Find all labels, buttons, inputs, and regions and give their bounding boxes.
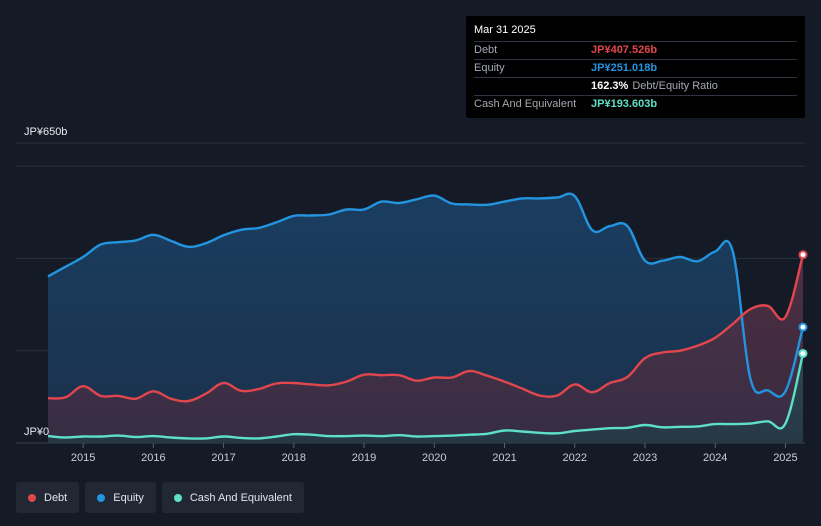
x-tick-label-2023: 2023	[633, 452, 657, 464]
tooltip-row-debt: Debt JP¥407.526b	[474, 42, 797, 60]
cash-line	[47, 353, 805, 440]
tooltip-ratio-label: Debt/Equity Ratio	[632, 80, 718, 92]
y-axis-bottom-label: JP¥0	[24, 426, 49, 438]
axis: JP¥650b JP¥0	[24, 126, 67, 438]
equity-endpoint	[798, 322, 808, 332]
x-tick-label-2022: 2022	[563, 452, 587, 464]
debt-area	[48, 254, 803, 443]
tooltip-row-equity: Equity JP¥251.018b	[474, 60, 797, 78]
cash-endpoint	[798, 348, 808, 358]
debt-endpoint	[798, 250, 808, 260]
x-tick-label-2015: 2015	[71, 452, 95, 464]
x-tick-label-2018: 2018	[282, 452, 306, 464]
tooltip: Mar 31 2025 Debt JP¥407.526b Equity JP¥2…	[466, 16, 805, 118]
tooltip-equity-label: Equity	[474, 62, 505, 74]
tooltip-ratio-value: 162.3%	[591, 80, 629, 92]
series-areas	[48, 193, 803, 443]
legend-item-debt[interactable]: Debt	[16, 482, 80, 513]
debt-line	[47, 254, 805, 403]
equity-line	[47, 192, 805, 398]
legend-item-equity[interactable]: Equity	[85, 482, 156, 513]
cash-dot-icon	[173, 493, 182, 502]
series-endpoints	[798, 250, 808, 358]
series-lines	[47, 192, 805, 440]
cash-area	[48, 353, 803, 443]
tooltip-row-ratio: 162.3% Debt/Equity Ratio	[474, 78, 797, 96]
tooltip-cash-value: JP¥193.603b	[591, 98, 658, 110]
equity-dot-icon	[97, 493, 106, 502]
legend: Debt Equity Cash And Equivalent	[16, 482, 304, 513]
x-tick-label-2019: 2019	[352, 452, 376, 464]
debt-dot-icon	[28, 493, 36, 502]
tooltip-date: Mar 31 2025	[474, 24, 797, 42]
x-tick-label-2020: 2020	[422, 452, 446, 464]
y-axis-top-label: JP¥650b	[24, 126, 67, 138]
legend-item-cash[interactable]: Cash And Equivalent	[161, 482, 304, 513]
tooltip-debt-label: Debt	[474, 44, 498, 56]
legend-cash-label: Cash And Equivalent	[189, 491, 292, 504]
tooltip-equity-value: JP¥251.018b	[591, 62, 658, 74]
tooltip-cash-label: Cash And Equivalent	[474, 98, 577, 110]
x-tick-label-2024: 2024	[703, 452, 727, 464]
tooltip-debt-value: JP¥407.526b	[591, 44, 658, 56]
legend-debt-label: Debt	[44, 491, 68, 504]
x-tick-label-2017: 2017	[211, 452, 235, 464]
x-tick-label-2016: 2016	[141, 452, 165, 464]
x-axis-ticks: 2015 2016 2017 2018 2019 2020 2021 2022 2023 2024…	[71, 443, 798, 464]
x-tick-label-2021: 2021	[492, 452, 516, 464]
legend-equity-label: Equity	[113, 491, 144, 504]
tooltip-ratio-spacer	[474, 78, 591, 95]
tooltip-row-cash: Cash And Equivalent JP¥193.603b	[474, 96, 797, 113]
x-tick-label-2025: 2025	[773, 452, 797, 464]
